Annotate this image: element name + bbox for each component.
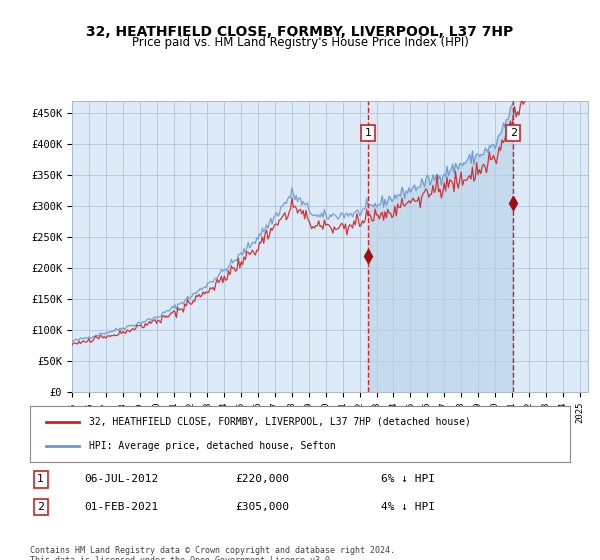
Text: 06-JUL-2012: 06-JUL-2012: [84, 474, 158, 484]
Text: 32, HEATHFIELD CLOSE, FORMBY, LIVERPOOL, L37 7HP: 32, HEATHFIELD CLOSE, FORMBY, LIVERPOOL,…: [86, 25, 514, 39]
Text: 2: 2: [509, 128, 517, 138]
Text: 6% ↓ HPI: 6% ↓ HPI: [381, 474, 435, 484]
Text: 2: 2: [37, 502, 44, 512]
Text: 32, HEATHFIELD CLOSE, FORMBY, LIVERPOOL, L37 7HP (detached house): 32, HEATHFIELD CLOSE, FORMBY, LIVERPOOL,…: [89, 417, 471, 427]
Text: 1: 1: [365, 128, 372, 138]
Text: HPI: Average price, detached house, Sefton: HPI: Average price, detached house, Seft…: [89, 441, 336, 451]
Text: 1: 1: [37, 474, 44, 484]
Text: Price paid vs. HM Land Registry's House Price Index (HPI): Price paid vs. HM Land Registry's House …: [131, 36, 469, 49]
Text: £305,000: £305,000: [235, 502, 289, 512]
Text: £220,000: £220,000: [235, 474, 289, 484]
Text: 4% ↓ HPI: 4% ↓ HPI: [381, 502, 435, 512]
Text: 01-FEB-2021: 01-FEB-2021: [84, 502, 158, 512]
Text: Contains HM Land Registry data © Crown copyright and database right 2024.
This d: Contains HM Land Registry data © Crown c…: [30, 546, 395, 560]
